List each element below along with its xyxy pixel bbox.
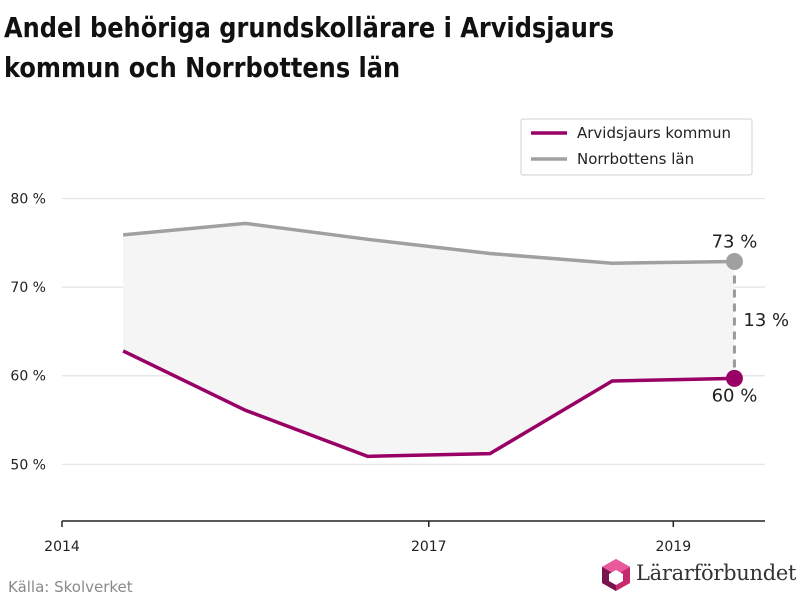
end-marker-norrbotten <box>725 252 743 270</box>
annotations: 73 % 60 % 13 % <box>712 231 790 406</box>
source-note: Källa: Skolverket <box>8 578 133 596</box>
y-tick-label: 60 % <box>10 369 46 385</box>
legend-label: Arvidsjaurs kommun <box>577 124 731 142</box>
y-tick-label: 70 % <box>10 280 46 296</box>
chart-title: Andel behöriga grundskollärare i Arvidsj… <box>4 11 615 84</box>
series-line-norrbottens-l-n <box>122 221 735 265</box>
x-tick-label: 2014 <box>44 539 80 555</box>
series-line-arvidsjaurs-kommun <box>122 349 735 459</box>
end-label-arvidsjaur: 60 % <box>712 385 758 406</box>
legend-label: Norrbottens län <box>577 150 694 168</box>
logo-mark-icon <box>602 559 630 591</box>
lararforbundet-logo: Lärarförbundet <box>600 558 796 594</box>
gap-area <box>123 223 735 457</box>
x-tick-label: 2019 <box>655 539 691 555</box>
end-label-norrbotten: 73 % <box>712 231 758 252</box>
y-tick-label: 80 % <box>10 192 46 208</box>
logo-text: Lärarförbundet <box>636 561 797 585</box>
gap-fill <box>123 223 735 457</box>
y-tick-label: 50 % <box>10 457 46 473</box>
x-tick-label: 2017 <box>411 539 447 555</box>
gap-label: 13 % <box>743 310 789 331</box>
legend-box <box>520 118 753 176</box>
legend: Arvidsjaurs kommun Norrbottens län <box>520 118 753 176</box>
series-lines <box>122 221 735 459</box>
end-marker-arvidsjaur <box>725 369 743 387</box>
axes: 50 % 60 % 70 % 80 % 2014 2017 2019 <box>10 192 765 555</box>
